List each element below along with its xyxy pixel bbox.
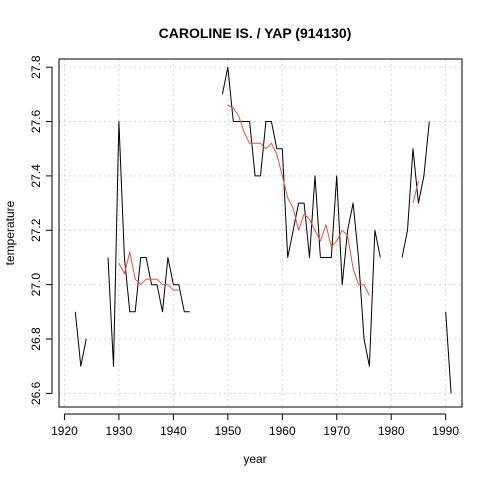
- smoothed-series-line: [118, 251, 179, 291]
- temperature-series-line: [107, 121, 190, 367]
- x-tick-label: 1980: [378, 424, 405, 438]
- x-tick-label: 1920: [51, 424, 78, 438]
- y-tick-label: 26.8: [29, 327, 43, 351]
- x-axis: 1920 1930 1940 1950 1960 1970 1980 1990: [51, 413, 459, 438]
- chart-title: CAROLINE IS. / YAP (914130): [159, 25, 352, 41]
- x-tick-label: 1990: [432, 424, 459, 438]
- y-tick-label: 27.8: [29, 55, 43, 79]
- x-tick-label: 1930: [106, 424, 133, 438]
- y-axis-label: temperature: [3, 200, 17, 265]
- x-tick-label: 1960: [269, 424, 296, 438]
- temperature-series-line: [445, 311, 452, 394]
- y-tick-label: 27.0: [29, 273, 43, 297]
- grid-lines: [59, 59, 462, 407]
- x-tick-label: 1950: [214, 424, 241, 438]
- y-axis: 26.6 26.8 27.0 27.2 27.4 27.6 27.8: [29, 55, 53, 405]
- y-tick-label: 27.2: [29, 218, 43, 242]
- y-tick-label: 27.4: [29, 164, 43, 188]
- plot-frame: [58, 58, 463, 408]
- y-tick-label: 26.6: [29, 381, 43, 405]
- x-axis-label: year: [243, 452, 266, 466]
- x-tick-label: 1940: [160, 424, 187, 438]
- temperature-series-line: [401, 121, 430, 258]
- x-tick-label: 1970: [323, 424, 350, 438]
- temperature-series-line: [74, 311, 87, 367]
- series-group: [74, 66, 452, 394]
- temperature-series-line: [221, 66, 381, 367]
- y-tick-label: 27.6: [29, 110, 43, 134]
- smoothed-series-line: [227, 104, 370, 296]
- smoothed-series-line: [412, 181, 419, 204]
